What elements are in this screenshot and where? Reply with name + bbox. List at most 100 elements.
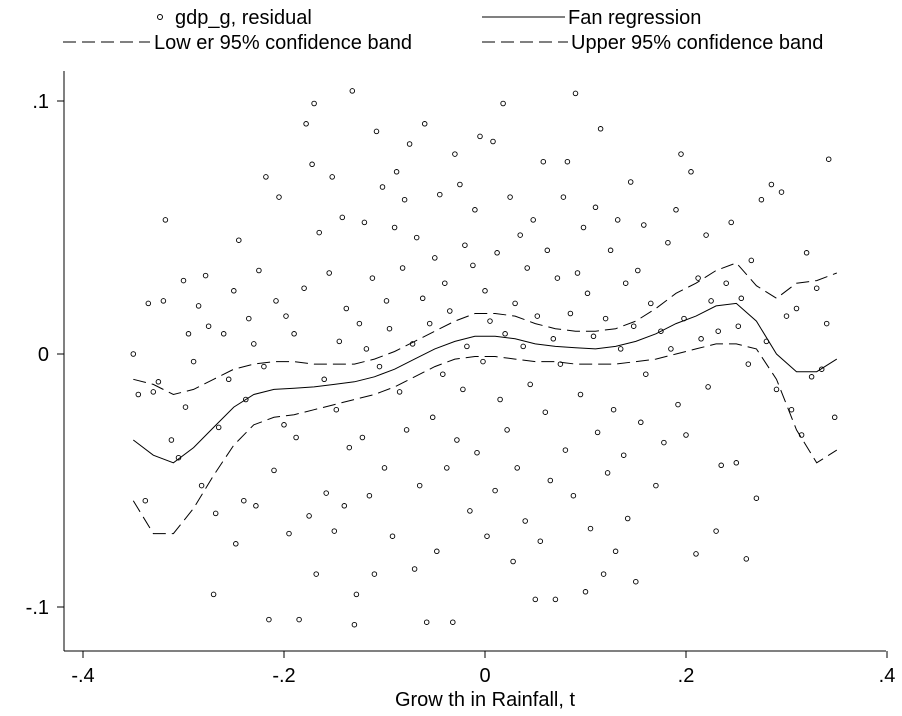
scatter-point — [386, 325, 393, 332]
scatter-point — [286, 530, 292, 537]
scatter-point — [263, 174, 269, 180]
scatter-point — [366, 492, 373, 499]
scatter-point — [665, 239, 671, 246]
scatter-point — [818, 366, 825, 372]
scatter-point — [316, 229, 322, 236]
scatter-point — [329, 174, 335, 180]
scatter-point — [594, 429, 601, 436]
scatter-point — [326, 270, 332, 276]
scatter-point — [502, 331, 508, 337]
scatter-point — [494, 250, 500, 256]
scatter-point — [440, 371, 446, 377]
scatter-point — [542, 409, 549, 415]
scatter-point — [813, 285, 820, 291]
scatter-point — [584, 290, 591, 297]
scatter-point — [429, 414, 436, 421]
scatter-point — [703, 232, 709, 238]
scatter-point — [212, 510, 219, 517]
scatter-point — [610, 406, 617, 413]
scatter-point — [562, 447, 569, 453]
scatter-point — [668, 346, 674, 352]
legend: gdp_g, residual Fan regression Low er 95… — [63, 7, 823, 54]
scatter-point — [735, 323, 742, 329]
scatter-point — [210, 591, 217, 598]
scatter-point — [311, 100, 317, 107]
scatter-point — [641, 222, 647, 228]
scatter-point — [273, 298, 279, 304]
scatter-point — [831, 414, 838, 421]
line-series — [132, 262, 838, 535]
scatter-point — [399, 265, 406, 271]
scatter-point — [444, 465, 450, 471]
scatter-point — [567, 310, 574, 317]
scatter-point — [343, 305, 350, 312]
y-tick-label: -.1 — [26, 597, 49, 619]
scatter-point — [587, 525, 594, 532]
scatter-point — [301, 285, 307, 291]
scatter-point — [793, 305, 800, 312]
scatter-point — [202, 272, 209, 279]
scatter-point — [550, 336, 557, 342]
scatter-point — [768, 181, 775, 188]
scatter-point — [504, 427, 510, 433]
scatter-point — [708, 298, 714, 304]
scatter-point — [607, 247, 614, 254]
y-tick-label: 0 — [38, 344, 49, 366]
y-tick-label: .1 — [32, 91, 49, 113]
scatter-point — [359, 434, 366, 441]
scatter-point — [723, 280, 729, 286]
scatter-point — [251, 341, 257, 347]
scatter-point — [351, 621, 358, 628]
lower-band-line — [132, 343, 838, 535]
scatter-point — [220, 331, 227, 337]
scatter-point — [582, 589, 589, 595]
scatter-point — [474, 449, 480, 456]
scatter-point — [349, 88, 356, 94]
scatter-point — [341, 503, 348, 509]
scatter-point — [753, 495, 760, 501]
fan-regression-line — [132, 302, 838, 464]
scatter-point — [291, 331, 297, 337]
scatter-point — [733, 460, 740, 466]
scatter-point — [231, 288, 237, 294]
scatter-point — [442, 280, 448, 286]
scatter-point — [225, 376, 232, 383]
scatter-point — [560, 194, 567, 200]
scatter-point — [253, 503, 259, 509]
scatter-point — [728, 219, 734, 226]
scatter-point — [296, 616, 302, 623]
scatter-point — [698, 336, 704, 342]
scatter-point — [419, 295, 426, 302]
x-tick-label: 0 — [479, 665, 490, 687]
legend-label-residual: gdp_g, residual — [175, 7, 312, 29]
upper-band-line — [133, 262, 837, 396]
scatter-point — [693, 551, 699, 557]
scatter-point — [313, 571, 319, 577]
scatter-point — [379, 184, 386, 190]
scatter-point — [323, 490, 329, 496]
scatter-point — [472, 207, 478, 213]
scatter-point — [590, 333, 597, 340]
scatter-point — [510, 558, 516, 565]
scatter-point — [715, 328, 721, 334]
scatter-point — [406, 141, 413, 147]
scatter-point — [135, 391, 142, 398]
scatter-point — [373, 128, 380, 135]
scatter-point — [145, 300, 152, 307]
scatter-point — [530, 217, 536, 223]
scatter-point — [464, 343, 470, 350]
scatter-point — [383, 298, 390, 304]
scatter-point — [643, 371, 649, 377]
scatter-point — [454, 437, 460, 443]
scatter-point — [256, 267, 262, 274]
scatter-point — [803, 250, 810, 256]
scatter-point — [401, 196, 408, 203]
scatter-point — [460, 386, 466, 393]
scatter-point — [396, 389, 403, 395]
scatter-point — [808, 374, 815, 380]
scatter-point — [624, 515, 631, 522]
scatter-point — [653, 482, 659, 489]
scatter-point — [661, 439, 667, 446]
scatter-point — [416, 482, 423, 489]
scatter-point — [376, 363, 383, 370]
